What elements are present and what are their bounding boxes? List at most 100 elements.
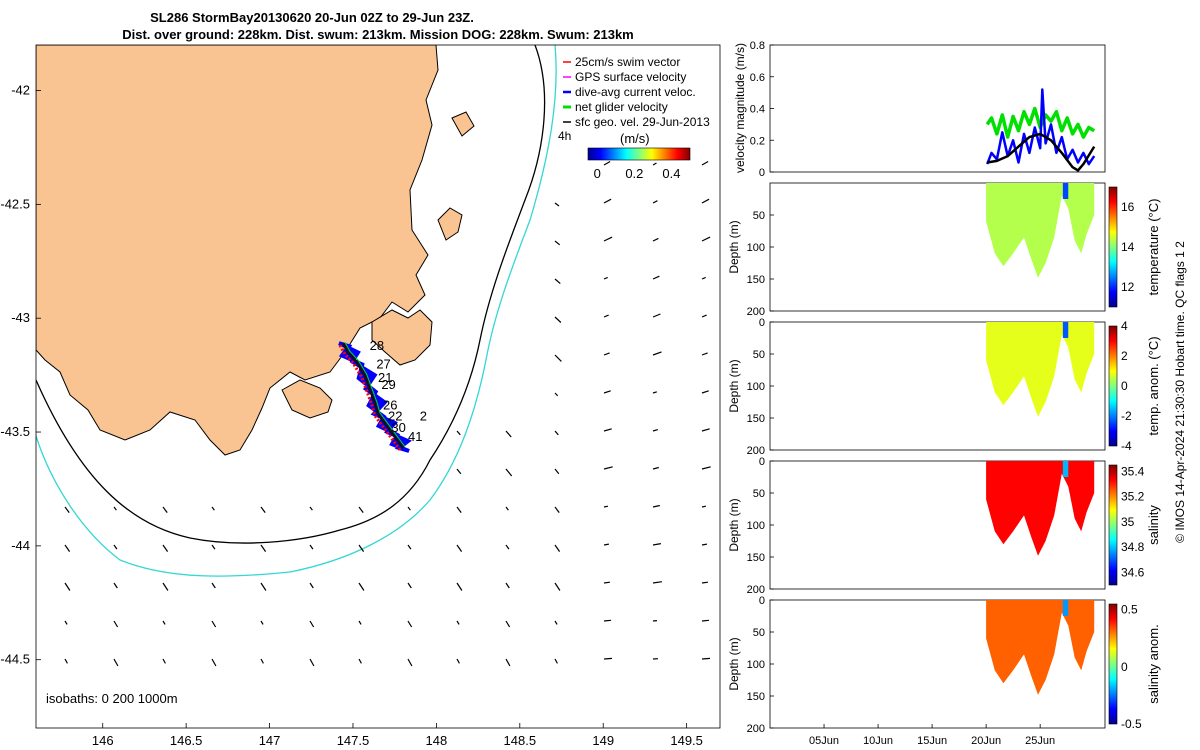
map-xtick-label: 148	[426, 733, 448, 748]
map-xtick-label: 149	[592, 733, 614, 748]
current-arrow	[652, 313, 661, 318]
section-xtick-label: 25Jun	[1025, 735, 1055, 747]
section-cb-tick-label: -4	[1121, 439, 1132, 453]
vel-ytick-label: 0.6	[750, 72, 765, 84]
current-arrow	[603, 619, 612, 622]
section-cb-tick-label: 34.8	[1121, 540, 1145, 554]
section-xtick-label: 05Jun	[809, 735, 839, 747]
velocity-y-ticks: 0 0.2 0.4 0.6 0.8	[750, 40, 774, 179]
current-arrow	[211, 582, 216, 589]
current-arrow	[260, 620, 264, 625]
section-cb-tick-label: -0.5	[1121, 717, 1142, 731]
day-label: 27	[376, 356, 390, 371]
current-arrow	[407, 658, 413, 667]
current-arrow	[456, 506, 462, 513]
current-arrow	[407, 506, 411, 511]
current-arrow	[652, 429, 658, 432]
section-fill	[986, 183, 1095, 278]
current-arrow	[603, 352, 610, 356]
current-arrow	[701, 236, 711, 242]
title-line-2: Dist. over ground: 228km. Dist. swum: 21…	[122, 27, 634, 42]
map-frame	[35, 44, 721, 729]
map-ytick-label: -42.5	[0, 196, 30, 211]
legend-cb-label: (m/s)	[620, 131, 650, 146]
current-arrow	[407, 620, 413, 628]
current-arrow	[652, 237, 659, 242]
map-ytick-label: -43	[11, 310, 30, 325]
current-arrow	[554, 316, 562, 323]
current-arrow	[603, 236, 613, 242]
current-arrow	[603, 581, 610, 584]
current-arrow	[309, 506, 313, 511]
current-arrow	[554, 582, 561, 591]
map-y-ticks: -42 -42.5 -43 -43.5 -44 -44.5	[0, 83, 41, 667]
current-arrow	[652, 351, 662, 356]
current-arrow	[701, 505, 707, 508]
current-arrow	[64, 544, 71, 552]
current-arrow	[603, 466, 613, 470]
current-arrow	[701, 466, 711, 470]
velocity-series-1	[986, 88, 1096, 166]
section-cb-tick-label: -2	[1121, 409, 1132, 423]
section-ytick-label: 150	[747, 413, 765, 425]
legend-cb-tick-label: 0.4	[662, 166, 680, 181]
current-arrow	[603, 505, 609, 508]
legend-colorbar-ticks: 0 0.2 0.4	[594, 166, 681, 181]
day-label: 22	[388, 409, 402, 424]
current-arrow	[309, 582, 314, 589]
map-xtick-label: 147.5	[337, 733, 370, 748]
current-arrow	[162, 620, 166, 625]
current-arrow	[113, 658, 119, 667]
section-colorbar	[1108, 603, 1118, 725]
current-arrow	[64, 506, 70, 513]
current-arrow	[505, 430, 512, 438]
section-cb-tick-label: 14	[1121, 240, 1135, 254]
current-arrow	[505, 506, 509, 511]
section-fill	[986, 322, 1095, 417]
current-arrow	[505, 582, 510, 589]
current-arrow	[701, 198, 710, 204]
section-ytick-label: 100	[747, 520, 765, 532]
section-xtick-label: 10Jun	[863, 735, 893, 747]
current-arrow	[701, 619, 710, 622]
section-colorbar	[1108, 325, 1118, 447]
map-xtick-label: 146.5	[170, 733, 203, 748]
glider-track-group	[338, 341, 412, 453]
current-vector-field	[64, 160, 711, 667]
current-arrow	[162, 658, 166, 664]
vel-ytick-label: 0.2	[750, 135, 765, 147]
section-cb-tick-label: 16	[1121, 200, 1135, 214]
current-arrow	[260, 658, 264, 664]
current-arrow	[309, 658, 315, 667]
day-label: 29	[381, 377, 395, 392]
section-temperature: 50 100 150 200 Depth (m) 12 14 16 temperature (°…	[727, 182, 1161, 318]
current-arrow	[358, 582, 365, 591]
maria-island	[437, 207, 463, 241]
map-ytick-label: -43.5	[0, 424, 30, 439]
current-arrow	[162, 506, 168, 513]
current-arrow	[701, 314, 707, 318]
map-legend: 25cm/s swim vector GPS surface velocity …	[558, 55, 710, 181]
current-arrow	[211, 658, 217, 667]
current-arrow	[456, 620, 460, 625]
velocity-panel: 0 0.2 0.4 0.6 0.8 velocity magnitude (m/s)	[733, 40, 1106, 179]
current-arrow	[701, 581, 708, 584]
map-xtick-label: 147	[259, 733, 281, 748]
tasmania-land	[36, 45, 439, 456]
net-glider-velocity	[344, 342, 406, 448]
current-arrow	[456, 468, 462, 475]
section-ytick-label: 200	[747, 445, 765, 457]
current-arrow	[358, 506, 364, 513]
current-arrow	[554, 278, 561, 285]
current-arrow	[603, 428, 612, 432]
section-cb-tick-label: 35.2	[1121, 490, 1145, 504]
current-arrow	[652, 275, 660, 280]
day-label: 41	[408, 429, 422, 444]
velocity-ylabel: velocity magnitude (m/s)	[733, 43, 747, 173]
current-arrow	[309, 544, 314, 550]
current-arrow	[701, 160, 709, 166]
current-arrow	[701, 428, 710, 432]
current-arrow	[554, 620, 558, 625]
